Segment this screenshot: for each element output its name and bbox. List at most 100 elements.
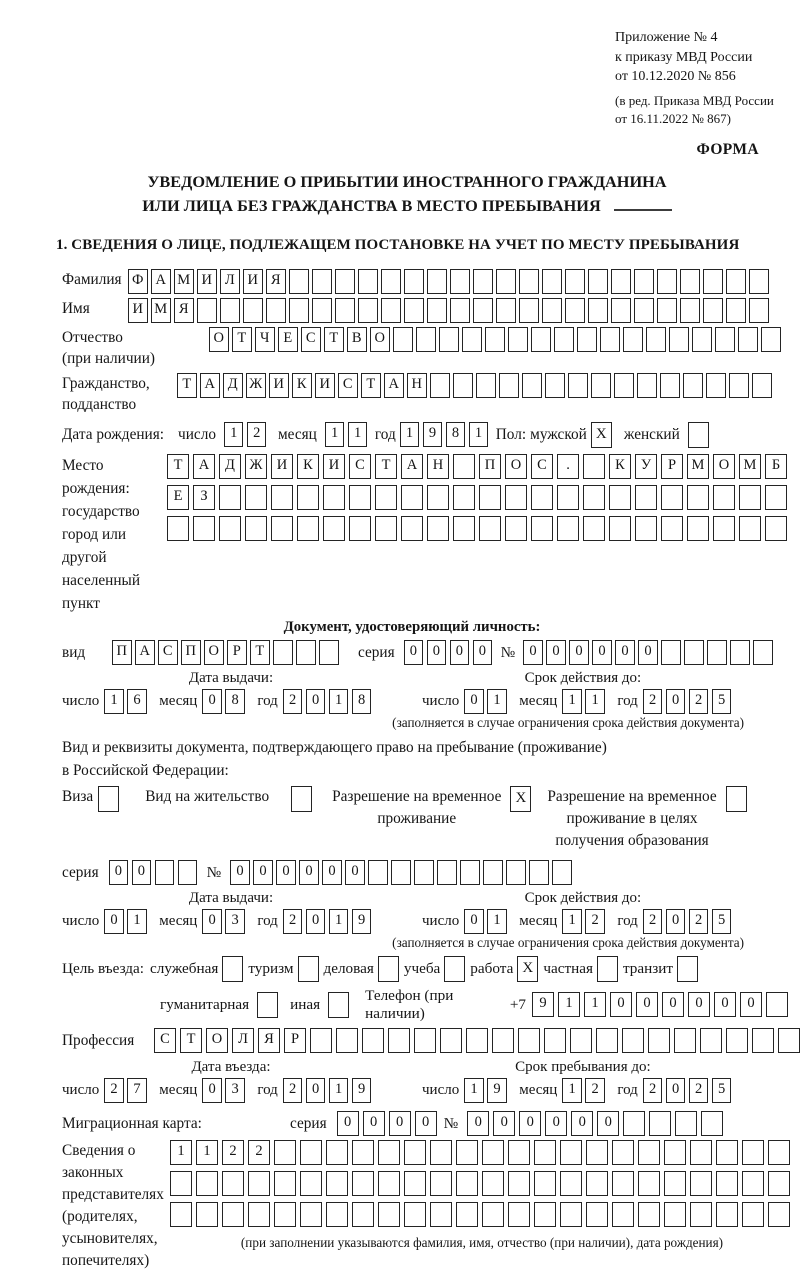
char-box[interactable]: 1	[399, 422, 420, 447]
char-box[interactable]: 0	[523, 639, 543, 665]
char-box[interactable]	[508, 326, 528, 352]
char-box[interactable]	[690, 1201, 712, 1227]
char-box[interactable]	[326, 1201, 348, 1227]
char-box[interactable]	[271, 484, 293, 510]
char-box[interactable]: Д	[223, 372, 243, 398]
char-box[interactable]	[453, 484, 475, 510]
char-box[interactable]: 0	[362, 1110, 385, 1136]
char-box[interactable]	[352, 1170, 374, 1196]
char-box[interactable]: К	[292, 372, 312, 398]
char-box[interactable]	[243, 297, 263, 323]
char-box[interactable]	[531, 326, 551, 352]
char-box[interactable]	[430, 1201, 452, 1227]
char-box[interactable]: А	[135, 639, 155, 665]
char-box[interactable]: 2	[642, 908, 663, 934]
char-box[interactable]	[197, 297, 217, 323]
char-box[interactable]	[623, 1110, 646, 1136]
char-box[interactable]	[456, 1170, 478, 1196]
char-box[interactable]: И	[269, 372, 289, 398]
char-box[interactable]	[753, 639, 773, 665]
char-box[interactable]: 0	[104, 908, 124, 934]
char-box[interactable]	[456, 1201, 478, 1227]
char-box[interactable]: 0	[545, 1110, 568, 1136]
char-box[interactable]	[690, 1139, 712, 1165]
char-box[interactable]	[404, 297, 424, 323]
char-box[interactable]	[657, 268, 677, 294]
char-box[interactable]: 0	[108, 859, 129, 885]
char-box[interactable]	[726, 268, 746, 294]
sex-female-checkbox[interactable]	[687, 421, 709, 448]
char-box[interactable]	[274, 1139, 296, 1165]
char-box[interactable]	[557, 484, 579, 510]
sex-male-checkbox[interactable]: X	[590, 421, 612, 448]
char-box[interactable]	[358, 268, 378, 294]
char-box[interactable]: Б	[765, 453, 787, 479]
char-box[interactable]	[690, 1170, 712, 1196]
char-box[interactable]: 0	[449, 639, 470, 665]
char-box[interactable]	[462, 326, 482, 352]
char-box[interactable]: А	[384, 372, 404, 398]
char-box[interactable]: 1	[127, 908, 147, 934]
char-box[interactable]: 1	[487, 688, 507, 714]
char-box[interactable]: Т	[361, 372, 381, 398]
char-box[interactable]: К	[297, 453, 319, 479]
char-box[interactable]	[479, 484, 501, 510]
char-box[interactable]: 0	[493, 1110, 516, 1136]
char-box[interactable]: О	[505, 453, 527, 479]
char-box[interactable]	[622, 1027, 644, 1053]
char-box[interactable]: 2	[642, 688, 663, 714]
char-box[interactable]	[529, 859, 549, 885]
char-box[interactable]	[680, 268, 700, 294]
char-box[interactable]	[450, 297, 470, 323]
temp-residence-checkbox[interactable]: X	[510, 785, 532, 812]
char-box[interactable]	[485, 326, 505, 352]
char-box[interactable]: 8	[351, 688, 372, 714]
char-box[interactable]: О	[209, 326, 229, 352]
char-box[interactable]: Т	[232, 326, 252, 352]
char-box[interactable]: Р	[284, 1027, 306, 1053]
char-box[interactable]: 1	[468, 422, 489, 447]
char-box[interactable]	[266, 297, 286, 323]
char-box[interactable]: 2	[104, 1077, 124, 1103]
purpose-commercial-checkbox[interactable]	[377, 955, 399, 982]
char-box[interactable]	[401, 515, 423, 541]
char-box[interactable]: 0	[569, 639, 589, 665]
visa-checkbox[interactable]	[98, 785, 120, 812]
char-box[interactable]: 9	[487, 1077, 507, 1103]
char-box[interactable]	[297, 484, 319, 510]
char-box[interactable]: 0	[202, 688, 222, 714]
char-box[interactable]	[439, 326, 459, 352]
char-box[interactable]	[508, 1201, 530, 1227]
char-box[interactable]: 0	[638, 639, 658, 665]
char-box[interactable]	[437, 859, 457, 885]
char-box[interactable]	[245, 515, 267, 541]
char-box[interactable]: 0	[688, 992, 710, 1017]
char-box[interactable]: 0	[305, 908, 326, 934]
char-box[interactable]	[508, 1139, 530, 1165]
char-box[interactable]	[701, 1110, 724, 1136]
char-box[interactable]: С	[531, 453, 553, 479]
char-box[interactable]	[552, 859, 572, 885]
char-box[interactable]	[297, 515, 319, 541]
char-box[interactable]	[300, 1201, 322, 1227]
char-box[interactable]	[531, 515, 553, 541]
char-box[interactable]: П	[181, 639, 201, 665]
char-box[interactable]: М	[174, 268, 194, 294]
char-box[interactable]	[352, 1139, 374, 1165]
char-box[interactable]: 9	[351, 908, 372, 934]
char-box[interactable]	[738, 326, 758, 352]
purpose-humanitarian-checkbox[interactable]	[257, 991, 279, 1018]
char-box[interactable]	[583, 484, 605, 510]
char-box[interactable]: О	[370, 326, 390, 352]
char-box[interactable]	[586, 1170, 608, 1196]
char-box[interactable]: С	[349, 453, 371, 479]
char-box[interactable]: 0	[276, 859, 296, 885]
char-box[interactable]: 2	[282, 908, 303, 934]
char-box[interactable]: Т	[250, 639, 270, 665]
purpose-private-checkbox[interactable]	[596, 955, 618, 982]
char-box[interactable]: 0	[305, 1077, 326, 1103]
purpose-other-checkbox[interactable]	[328, 991, 350, 1018]
char-box[interactable]: 6	[127, 688, 147, 714]
char-box[interactable]	[378, 1139, 400, 1165]
purpose-tourism-checkbox[interactable]	[297, 955, 319, 982]
